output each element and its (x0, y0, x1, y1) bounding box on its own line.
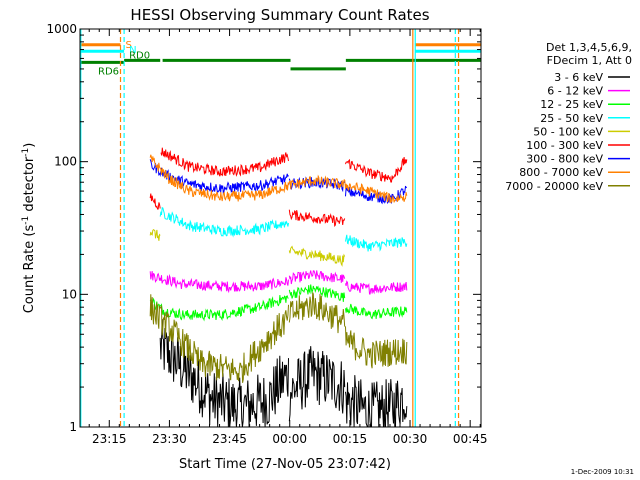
y-tick-label: 1000 (46, 22, 77, 36)
flag-label-n: N (129, 45, 136, 56)
timestamp: 1-Dec-2009 10:31 (571, 468, 634, 476)
series-trace (345, 280, 408, 295)
x-tick-label: 23:30 (152, 432, 187, 446)
series-trace (149, 193, 161, 210)
series-50-100kev (149, 228, 346, 267)
series-trace (288, 292, 346, 334)
series-trace (345, 303, 408, 320)
series-trace (288, 346, 346, 422)
series-trace (149, 228, 161, 241)
legend: Det 1,3,4,5,6,9, FDecim 1, Att 0 3 - 6 k… (505, 41, 632, 193)
legend-label: 7000 - 20000 keV (505, 180, 603, 193)
legend-entry: 12 - 25 keV (540, 98, 630, 111)
series-trace (149, 154, 408, 204)
x-tick-label: 23:45 (212, 432, 247, 446)
legend-entry: 300 - 800 keV (526, 153, 630, 166)
series-3-6kev (159, 319, 408, 428)
series-trace (160, 147, 289, 177)
legend-label: 25 - 50 keV (540, 112, 603, 125)
series-trace (288, 270, 346, 285)
legend-label: 100 - 300 keV (526, 139, 603, 152)
legend-label: 300 - 800 keV (526, 153, 603, 166)
chart-title: HESSI Observing Summary Count Rates (130, 6, 429, 24)
legend-label: 50 - 100 keV (533, 125, 603, 138)
legend-label: 6 - 12 keV (547, 85, 603, 98)
x-tick-label: 00:30 (393, 432, 428, 446)
series-trace (345, 326, 408, 369)
legend-entry: 6 - 12 keV (547, 85, 630, 98)
data-series (149, 147, 408, 428)
legend-label: 3 - 6 keV (554, 71, 603, 84)
series-7000-20000kev (149, 292, 408, 383)
series-800-7000kev (149, 154, 408, 204)
series-trace (159, 319, 289, 428)
legend-entry: 7000 - 20000 keV (505, 180, 630, 193)
series-trace (345, 156, 408, 183)
series-25-50kev (159, 206, 408, 252)
plot-frame (79, 28, 482, 428)
series-trace (149, 159, 289, 195)
series-trace (149, 271, 289, 294)
legend-entry: 3 - 6 keV (554, 71, 630, 84)
y-tick-label: 100 (54, 155, 77, 169)
legend-entry: 800 - 7000 keV (519, 166, 630, 179)
x-tick-label: 23:15 (92, 432, 127, 446)
x-tick-label: 00:00 (272, 432, 307, 446)
legend-header-line-1: Det 1,3,4,5,6,9, (546, 41, 632, 54)
legend-entry: 25 - 50 keV (540, 112, 630, 125)
legend-label: 12 - 25 keV (540, 98, 603, 111)
y-tick-label: 1 (69, 420, 77, 434)
series-12-25kev (149, 284, 408, 322)
axis-ticks: 23:15 23:30 23:45 00:00 00:15 00:30 00:45 1 10 10… (46, 22, 487, 446)
series-100-300kev (149, 147, 408, 228)
flag-label-rd0: RD0 (129, 50, 150, 61)
series-trace (149, 294, 289, 383)
legend-header-line-2: FDecim 1, Att 0 (547, 54, 632, 67)
series-trace (345, 234, 408, 252)
legend-label: 800 - 7000 keV (519, 166, 603, 179)
series-trace (149, 295, 289, 322)
legend-entry: 100 - 300 keV (526, 139, 630, 152)
x-axis-label: Start Time (27-Nov-05 23:07:42) (179, 457, 391, 472)
series-trace (159, 206, 289, 238)
series-trace (345, 375, 408, 428)
x-tick-label: 00:45 (453, 432, 488, 446)
y-axis-label: Count Rate (s-1 detector-1) (21, 143, 37, 314)
series-trace (288, 245, 346, 267)
legend-entry: 50 - 100 keV (533, 125, 630, 138)
series-trace (288, 284, 346, 302)
series-trace (288, 209, 346, 228)
vertical-markers (80, 29, 460, 427)
flag-label-s: S (126, 40, 132, 51)
y-tick-label: 10 (62, 287, 77, 301)
x-tick-label: 00:15 (333, 432, 368, 446)
series-6-12kev (149, 270, 408, 295)
flag-label-rd6: RD6 (98, 66, 119, 77)
